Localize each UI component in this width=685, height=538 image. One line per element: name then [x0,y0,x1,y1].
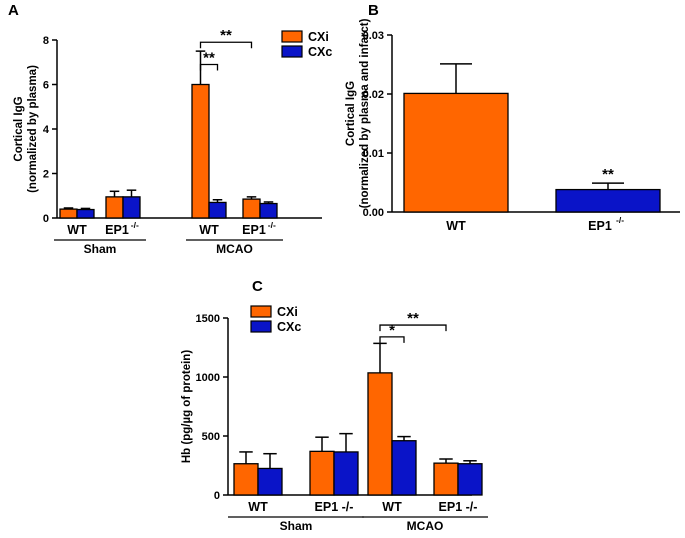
y-axis-label-line: Hb (pg/µg of protein) [181,350,193,463]
y-axis-label-line: Cortical IgG [345,81,357,146]
x-category-label: EP1 [242,223,266,237]
y-tick-label: 1000 [196,372,220,384]
y-tick-label: 2 [43,169,49,181]
bar-1 [555,188,661,213]
bar-cxi-3 [242,198,261,219]
panel-label-c: C [252,278,263,295]
bar-cxc-0 [257,467,283,496]
y-tick-label: 0 [214,490,220,502]
bar-cxc-3 [457,463,483,496]
group-label-mcao: MCAO [407,519,444,533]
x-category-label: WT [248,500,268,514]
panel-c-chart: 0 500 1000 1500 Hb (pg/µg of protein) WT EP1 -… [181,305,488,533]
y-tick-label: 4 [43,124,50,136]
legend-label-cxi: CXi [308,30,329,44]
x-category-superscript: -/- [131,220,139,230]
bar-cxc-1 [122,196,141,219]
y-axis-label: Cortical IgG (normalized by plasma and in… [345,18,371,208]
bar-cxc-2 [208,201,227,219]
y-tick-label: 0 [43,213,49,225]
x-category-superscript: -/- [268,220,276,230]
x-category-label: EP1 [588,219,612,233]
bar-cxi-1 [309,450,335,496]
significance-marker: ** [602,166,614,183]
bar-cxi-0 [233,463,259,496]
group-label-sham: Sham [84,242,117,256]
y-axis-label: Hb (pg/µg of protein) [181,350,193,463]
y-tick-label: 6 [43,80,49,92]
significance-bracket [379,336,405,343]
x-category-label: WT [382,500,402,514]
significance-bracket [199,63,219,71]
legend-label-cxc: CXc [308,45,332,59]
legend-swatch-cxi [250,305,272,318]
bar-cxi-2 [367,372,393,496]
significance-marker: ** [220,27,232,44]
bar-cxc-0 [76,208,95,219]
x-category-label: WT [199,223,219,237]
bar-cxi-0 [59,208,78,219]
legend-label-cxc: CXc [277,320,301,334]
y-tick-label: 1500 [196,313,220,325]
x-category-superscript: -/- [616,215,624,225]
x-category-label: WT [446,219,466,233]
x-category-label: EP1 -/- [439,500,478,514]
y-tick-label: 0.01 [363,148,384,160]
group-label-mcao: MCAO [216,242,253,256]
x-category-label: EP1 [105,223,129,237]
bar-cxi-3 [433,462,459,496]
y-axis-label: Cortical IgG (normalized by plasma) [13,65,39,193]
panel-label-a: A [8,2,19,19]
bar-cxc-1 [333,451,359,496]
y-tick-label: 0.02 [363,89,384,101]
significance-marker: * [389,322,395,339]
bar-cxi-2 [191,83,210,219]
y-tick-label: 0.00 [363,207,384,219]
significance-marker: ** [203,49,215,66]
legend-label-cxi: CXi [277,305,298,319]
y-tick-label: 500 [202,431,220,443]
x-category-label: EP1 -/- [315,500,354,514]
bar-0 [403,92,509,213]
panel-a-chart: 0 2 4 6 8 Cortical IgG (normalized by plasma) W… [13,27,332,256]
y-tick-label: 0.03 [363,30,384,42]
panel-label-b: B [368,2,379,19]
significance-bracket [379,324,447,332]
legend-swatch-cxc [281,45,303,58]
bar-cxc-2 [391,440,417,496]
group-label-sham: Sham [280,519,313,533]
bar-cxi-1 [105,196,124,219]
significance-bracket [199,41,253,49]
x-category-label: WT [67,223,87,237]
y-tick-label: 8 [43,35,49,47]
bar-cxc-3 [259,202,278,219]
y-axis-label-line: (normalized by plasma) [27,65,39,193]
y-axis-label-line: (normalized by plasma and infarct) [359,18,371,208]
significance-marker: ** [407,310,419,327]
legend-swatch-cxi [281,30,303,43]
y-axis-label-line: Cortical IgG [13,96,25,161]
legend-swatch-cxc [250,320,272,333]
